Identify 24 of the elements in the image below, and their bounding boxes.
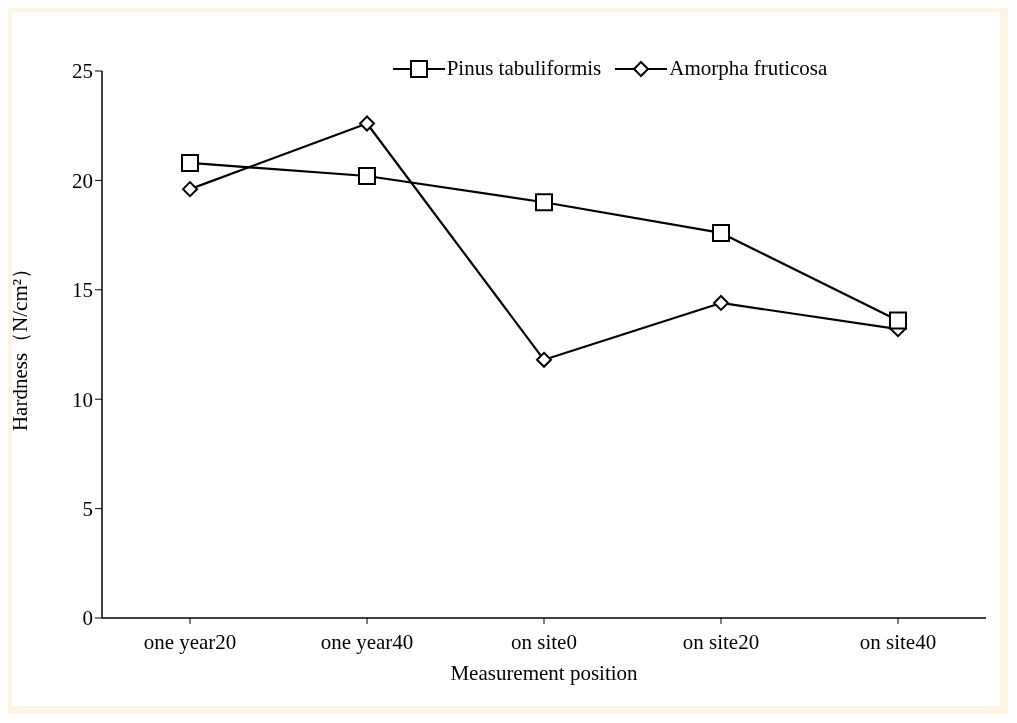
point	[713, 294, 729, 311]
y-tick-label: 5	[82, 497, 93, 522]
x-tick-label: one year40	[320, 629, 414, 654]
x-tick-label: on site40	[859, 629, 937, 654]
x-axis-title: Measurement position	[450, 661, 639, 685]
legend-label: Amorpha fruticosa	[669, 56, 828, 81]
y-axis-title: Hardness（N/cm²）	[8, 257, 33, 432]
point	[535, 193, 553, 212]
point	[712, 223, 730, 242]
x-tick-label: on site20	[682, 629, 760, 654]
point	[889, 311, 907, 330]
y-tick-label: 20	[72, 168, 93, 193]
y-tick-label: 10	[72, 387, 93, 412]
x-tick-label: one year20	[143, 629, 237, 654]
y-tick-label: 0	[82, 606, 93, 631]
y-tick-label: 15	[72, 278, 93, 303]
point	[182, 181, 198, 198]
point	[536, 351, 552, 368]
point	[358, 167, 376, 186]
point	[359, 115, 375, 132]
x-tick-label: on site0	[511, 629, 577, 654]
point	[181, 153, 199, 172]
y-tick-label: 25	[72, 59, 93, 84]
legend-label: Pinus tabuliformis	[446, 56, 602, 81]
